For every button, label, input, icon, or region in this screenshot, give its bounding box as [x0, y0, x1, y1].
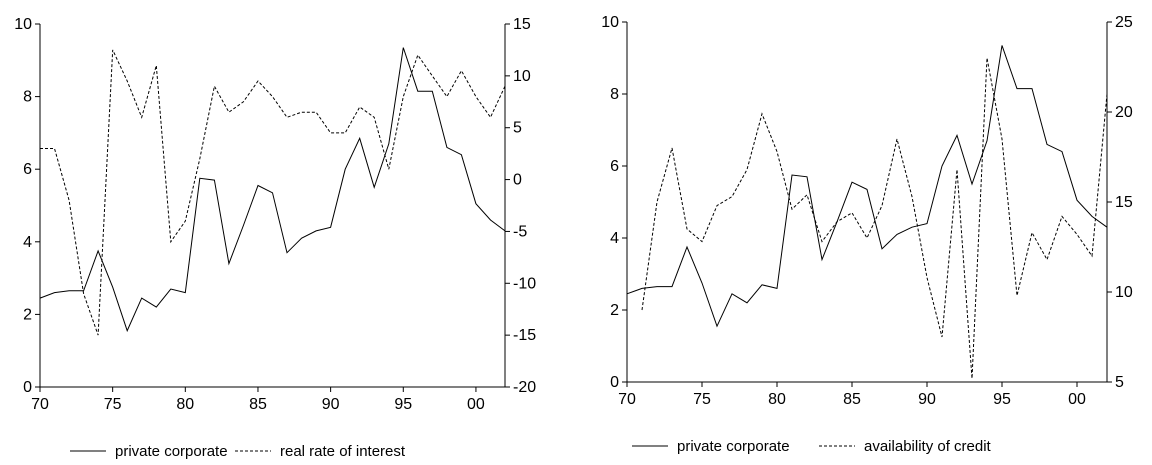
left-tick-label: 0: [610, 374, 619, 391]
left-tick-label: 2: [610, 302, 619, 319]
x-tick-label: 90: [322, 396, 340, 413]
x-tick-label: 75: [104, 396, 122, 413]
right-tick-label: 10: [513, 68, 531, 85]
right-tick-label: 20: [1115, 104, 1133, 121]
left-tick-label: 6: [23, 161, 32, 178]
left-tick-label: 4: [23, 234, 32, 251]
x-tick-label: 85: [249, 396, 267, 413]
x-tick-label: 95: [993, 391, 1011, 408]
x-tick-label: 00: [467, 396, 485, 413]
right-tick-label: 15: [513, 16, 531, 33]
x-tick-label: 75: [693, 391, 711, 408]
left-tick-label: 8: [610, 86, 619, 103]
legend-label: private corporate: [677, 438, 790, 455]
series-line-solid: [627, 45, 1107, 326]
right-tick-label: 0: [513, 172, 522, 189]
left-tick-label: 2: [23, 306, 32, 323]
left-tick-label: 6: [610, 158, 619, 175]
chart-panel-credit: 0 2 4 6 8 10 5 10 15 20 25 70 75 80 85 90 95 00 private co…: [601, 14, 1133, 455]
x-tick-label: 00: [1068, 391, 1086, 408]
right-tick-label: -20: [513, 379, 536, 396]
legend-label: availability of credit: [864, 438, 992, 455]
right-tick-label: 5: [513, 120, 522, 137]
x-tick-label: 90: [918, 391, 936, 408]
right-tick-label: -15: [513, 327, 536, 344]
chart-panel-interest: 0 2 4 6 8 10 -20 -15 -10 -5 0 5 10 15 70 75 80 85 90 95 00 pr…: [14, 16, 536, 460]
x-tick-label: 70: [618, 391, 636, 408]
left-tick-label: 8: [23, 89, 32, 106]
left-tick-label: 10: [601, 14, 619, 31]
x-tick-label: 70: [31, 396, 49, 413]
right-tick-label: 15: [1115, 194, 1133, 211]
x-tick-label: 80: [176, 396, 194, 413]
right-tick-label: -5: [513, 223, 527, 240]
left-tick-label: 0: [23, 379, 32, 396]
x-tick-label: 95: [394, 396, 412, 413]
right-tick-label: 10: [1115, 284, 1133, 301]
right-tick-label: 5: [1115, 374, 1124, 391]
right-tick-label: 25: [1115, 14, 1133, 31]
x-tick-label: 80: [768, 391, 786, 408]
left-tick-label: 10: [14, 16, 32, 33]
series-line-solid: [40, 48, 505, 331]
x-tick-label: 85: [843, 391, 861, 408]
legend-label: real rate of interest: [280, 443, 406, 460]
right-tick-label: -10: [513, 275, 536, 292]
left-tick-label: 4: [610, 230, 619, 247]
legend-label: private corporate: [115, 443, 228, 460]
